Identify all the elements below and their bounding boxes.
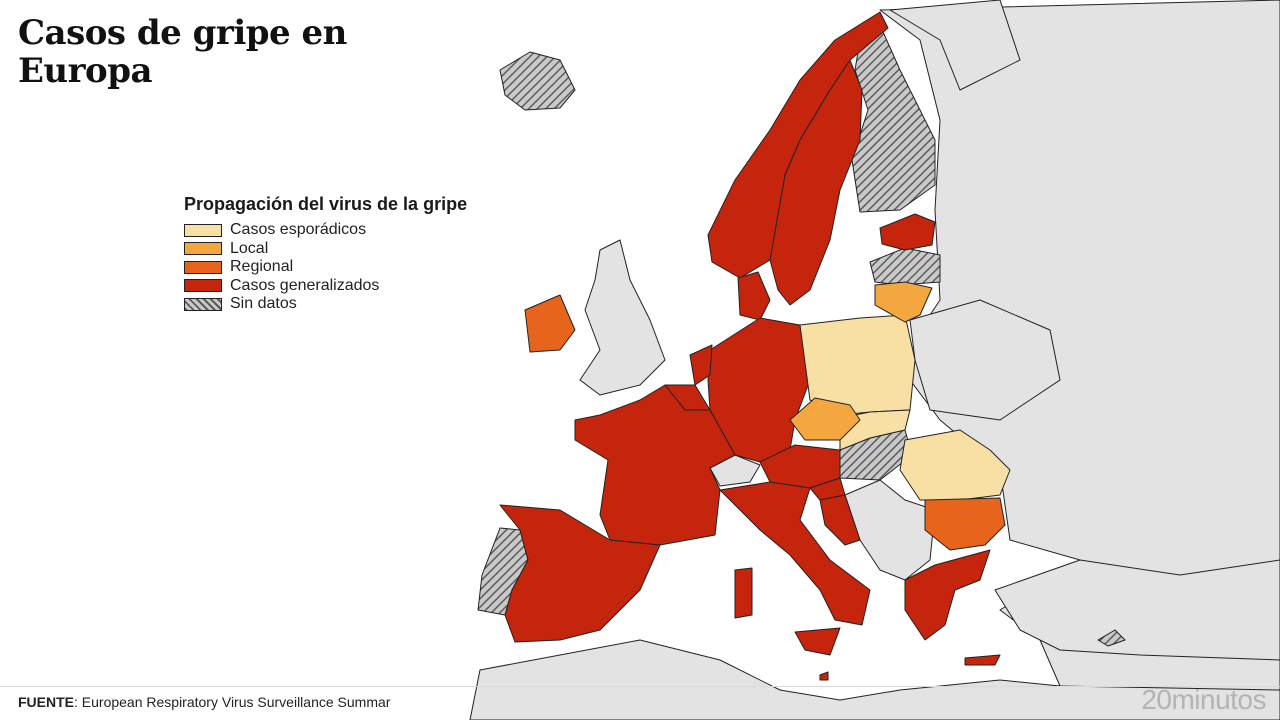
- legend-title: Propagación del virus de la gripe: [184, 194, 468, 214]
- legend-label-sporadic: Casos esporádicos: [230, 221, 367, 239]
- region-croatia: [819, 494, 861, 546]
- region-sweden: [769, 59, 863, 306]
- legend-item-regional: Regional: [184, 258, 467, 277]
- footer-divider: [0, 686, 1280, 687]
- legend-swatch-regional: [184, 260, 222, 274]
- region-sicily: [794, 627, 841, 656]
- region-latvia: [869, 247, 941, 286]
- region-cyprus: [1097, 629, 1126, 647]
- legend-label-widespread: Casos generalizados: [230, 276, 380, 294]
- region-denmark: [737, 271, 771, 321]
- legend-label-regional: Regional: [230, 258, 294, 276]
- legend-swatch-sporadic: [184, 223, 222, 237]
- legend-swatch-local: [184, 242, 222, 256]
- legend-item-local: Local: [184, 240, 467, 259]
- region-romania: [899, 429, 1011, 501]
- source-note: FUENTE: European Respiratory Virus Surve…: [18, 694, 390, 710]
- legend-label-no-data: Sin datos: [230, 295, 297, 313]
- source-text: : European Respiratory Virus Surveillanc…: [74, 694, 391, 710]
- region-iceland: [499, 51, 576, 111]
- region-belarus: [909, 299, 1061, 421]
- legend-label-local: Local: [230, 239, 269, 257]
- legend-swatch-no-data: [184, 297, 222, 311]
- region-malta: [819, 671, 829, 681]
- region-greece: [904, 549, 991, 641]
- legend-item-no-data: Sin datos: [184, 295, 467, 314]
- region-balkans: [844, 479, 936, 581]
- region-estonia: [879, 213, 936, 251]
- region-netherlands: [689, 344, 713, 386]
- region-north-africa: [469, 639, 1280, 720]
- region-spain: [499, 504, 661, 643]
- region-uk: [579, 239, 666, 396]
- region-france: [574, 384, 736, 546]
- region-czechia: [789, 397, 861, 441]
- region-bulgaria: [924, 497, 1006, 551]
- legend-swatch-widespread: [184, 279, 222, 293]
- region-ireland: [524, 294, 576, 353]
- region-turkey: [994, 559, 1280, 661]
- source-label: FUENTE: [18, 694, 74, 710]
- page-title: Casos de gripe en Europa: [18, 13, 347, 91]
- region-russia-kola: [889, 0, 1021, 91]
- legend: Propagación del virus de la gripe Casos …: [184, 194, 467, 314]
- legend-item-sporadic: Casos esporádicos: [184, 221, 467, 240]
- region-finland: [851, 24, 936, 213]
- region-lithuania: [874, 281, 933, 323]
- region-crete: [964, 654, 1001, 666]
- region-italy: [719, 481, 871, 626]
- brand-logo: 20minutos: [1141, 684, 1266, 715]
- region-sardinia: [734, 567, 753, 619]
- legend-item-widespread: Casos generalizados: [184, 277, 467, 296]
